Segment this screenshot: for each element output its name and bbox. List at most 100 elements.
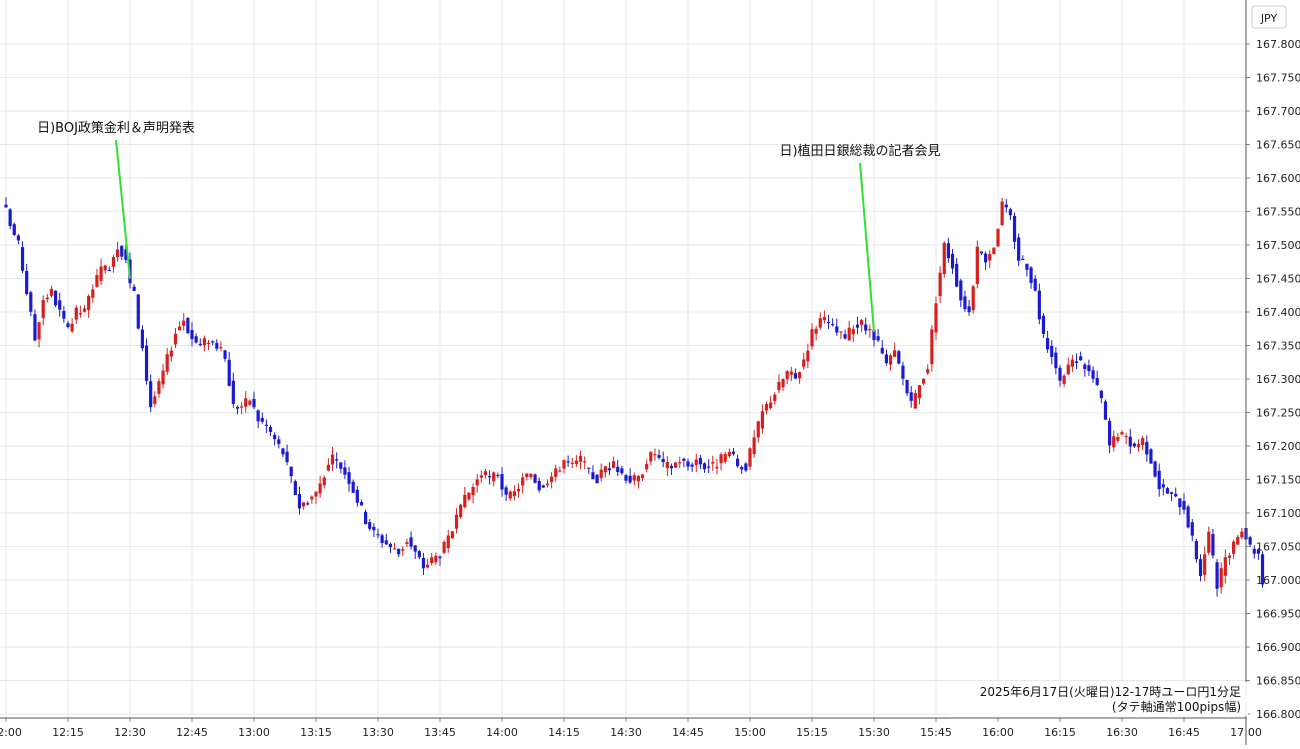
x-tick-label: 13:30 [362,726,394,739]
candle-body [182,320,186,326]
candle-body [864,324,868,331]
candle-body [1136,444,1141,448]
candle-body [612,461,616,468]
candle-body [839,331,843,333]
candle-body [479,475,483,478]
candle-body [306,503,310,505]
candle-body [508,491,512,499]
candle-body [583,461,587,463]
candle-body [988,253,992,261]
candle-body [215,342,219,349]
candle-body [1108,420,1112,446]
candle-body [826,321,831,324]
candle-body [521,477,525,486]
caption-line-1: 2025年6月17日(火曜日)12-17時ユーロ円1分足 [980,685,1241,699]
candle-body [909,392,913,401]
x-tick-label: 15:45 [920,726,952,739]
candle-body [401,549,405,551]
candle-body [1112,436,1116,448]
candle-body [285,451,289,463]
candle-body [1012,215,1017,242]
candle-body [847,327,851,341]
candle-body [434,555,438,563]
candle-body [194,336,198,343]
candle-body [884,354,888,364]
candle-body [426,564,430,568]
candle-body [1021,258,1025,261]
candle-body [33,314,37,341]
candle-body [686,461,690,467]
candle-body [740,467,744,470]
candle-body [173,333,178,345]
candle-body [806,350,810,362]
candle-body [616,466,620,473]
candle-body [161,370,165,385]
candle-body [1128,436,1132,447]
candle-body [632,475,636,481]
candle-body [12,224,16,235]
candle-body [682,458,686,461]
candle-body [20,247,25,271]
x-tick-label: 15:15 [796,726,828,739]
candle-body [297,493,302,509]
candle-body [186,318,190,333]
candle-body [1165,488,1170,494]
candle-body [41,300,45,318]
caption-line-2: (タテ軸通常100pips幅) [1112,699,1241,714]
candle-body [273,434,277,440]
candle-body [975,246,979,284]
candle-body [665,462,669,469]
candle-body [1000,201,1004,226]
candle-body [905,379,909,394]
candle-body [231,380,235,404]
x-tick-label: 13:00 [238,726,270,739]
candle-body [116,249,120,258]
candle-body [103,265,107,271]
candle-body [124,249,128,260]
candle-body [707,466,711,468]
candle-body [566,461,570,463]
candle-body [120,245,124,257]
candle-body [702,463,707,470]
candle-body [1198,559,1203,577]
candle-body [723,453,727,462]
candle-body [516,488,521,492]
x-tick-label: 12:30 [114,726,146,739]
candle-body [74,307,78,320]
candle-body [855,324,860,328]
candle-body [454,514,459,529]
candle-body [872,329,876,341]
x-tick-label: 12:00 [0,726,22,739]
candle-body [781,379,785,388]
candle-body [25,270,29,295]
candle-body [281,448,285,455]
candle-body [49,288,54,296]
candle-body [599,469,603,479]
x-tick-label: 16:15 [1044,726,1076,739]
x-tick-label: 16:45 [1168,726,1200,739]
candle-body [922,378,926,384]
candle-body [1046,337,1050,350]
candle-body [752,437,756,455]
candle-body [678,462,682,464]
candle-body [314,491,318,497]
candle-body [860,320,864,325]
candle-body [554,468,558,477]
candle-body [1190,522,1194,536]
candle-body [157,381,161,394]
candle-body [1062,375,1066,384]
candle-body [211,341,215,343]
candle-body [835,326,839,333]
candle-body [322,477,326,486]
caption-background [950,682,1248,716]
candle-body [1054,352,1058,369]
x-tick-label: 14:30 [610,726,642,739]
candle-body [984,253,988,263]
candle-body [996,228,1000,247]
candle-body [950,253,955,269]
candle-body [657,455,661,458]
candle-body [574,460,578,465]
candle-body [380,535,384,544]
candle-body [1050,345,1054,357]
